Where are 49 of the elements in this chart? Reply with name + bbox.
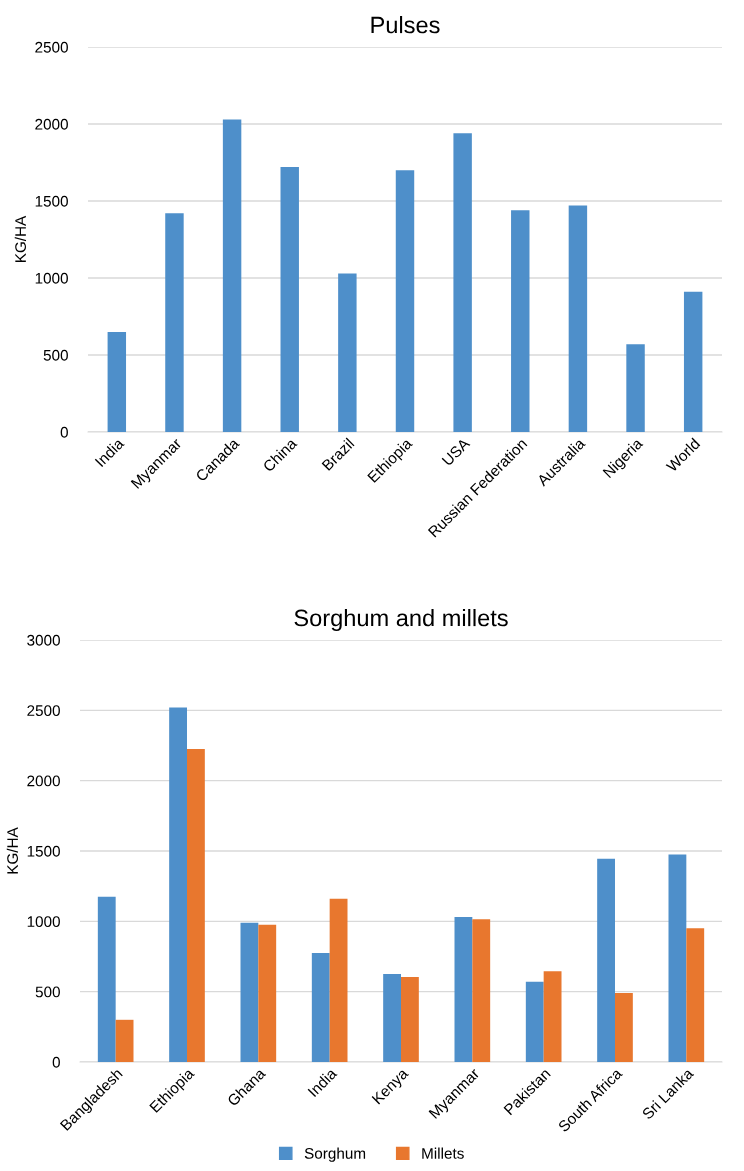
legend-label: Sorghum xyxy=(304,1147,366,1162)
bar xyxy=(383,974,401,1062)
chart-title: Pulses xyxy=(371,16,440,34)
y-tick-label: 1000 xyxy=(35,272,68,284)
y-tick-label: 1000 xyxy=(27,916,60,928)
y-tick-label: 2000 xyxy=(35,118,68,130)
bar xyxy=(115,1019,134,1062)
y-tick-label: 1500 xyxy=(27,845,60,857)
bar xyxy=(472,919,491,1062)
y-tick-label: 1500 xyxy=(35,195,68,207)
bar xyxy=(338,273,357,432)
bar xyxy=(454,917,473,1062)
x-tick-label: USA xyxy=(441,437,471,467)
y-tick-label: 0 xyxy=(52,1056,60,1068)
bar xyxy=(311,952,330,1062)
y-tick-label: 500 xyxy=(35,986,60,998)
y-axis-title: KG/HA xyxy=(6,827,18,874)
bar xyxy=(668,854,687,1062)
y-tick-label: 2500 xyxy=(35,41,68,53)
bar xyxy=(395,170,415,432)
y-tick-label: 3000 xyxy=(27,634,60,646)
y-tick-label: 0 xyxy=(60,426,68,438)
bar xyxy=(401,976,419,1062)
bar xyxy=(97,896,116,1062)
bar xyxy=(511,210,530,432)
y-tick-label: 2500 xyxy=(27,705,60,717)
bar xyxy=(280,167,299,432)
bar xyxy=(626,344,645,432)
bar xyxy=(187,749,205,1062)
y-axis-title: KG/HA xyxy=(14,215,26,263)
bar xyxy=(329,898,348,1062)
bar xyxy=(169,707,187,1062)
bar xyxy=(683,291,703,432)
bar xyxy=(597,858,615,1062)
bar xyxy=(525,981,544,1062)
bar xyxy=(258,924,277,1062)
legend-label: Millets xyxy=(422,1147,464,1159)
chart-title: Sorghum and millets xyxy=(294,609,508,632)
bar xyxy=(107,331,127,432)
bar xyxy=(543,971,562,1062)
bar xyxy=(453,133,472,432)
y-tick-label: 2000 xyxy=(27,775,60,787)
bar xyxy=(222,119,242,432)
bar xyxy=(165,213,184,432)
bar xyxy=(686,928,705,1062)
y-tick-label: 500 xyxy=(43,349,68,361)
bar xyxy=(615,993,633,1062)
bar xyxy=(568,205,588,432)
bar xyxy=(240,922,259,1062)
